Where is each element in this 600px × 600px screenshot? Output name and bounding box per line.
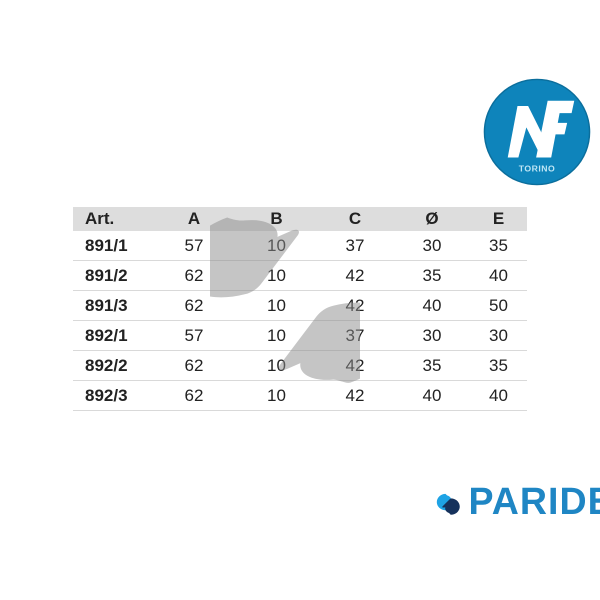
- svg-text:TORINO: TORINO: [519, 164, 555, 174]
- svg-text:PARIDE: PARIDE: [468, 480, 600, 522]
